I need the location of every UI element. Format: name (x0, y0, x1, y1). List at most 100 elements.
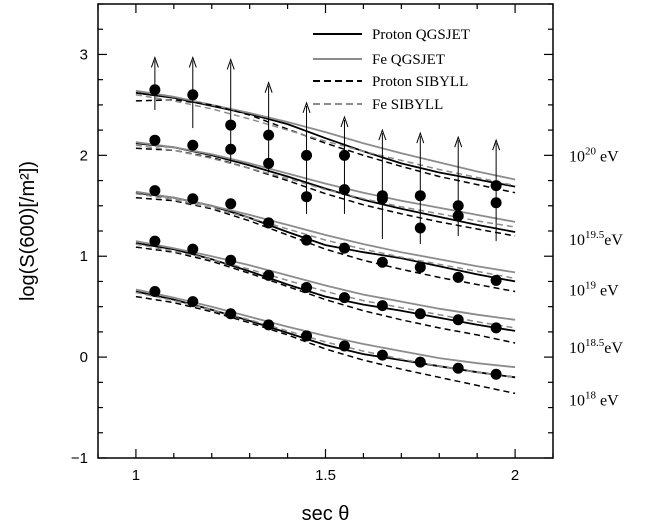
energy-unit: eV (596, 283, 619, 300)
x-axis-title: sec θ (302, 503, 350, 525)
data-point (301, 281, 313, 293)
x-tick-label: 1 (132, 467, 140, 484)
line-fe-qgsjet (135, 141, 516, 223)
data-point (225, 143, 237, 155)
axis-ticks (97, 3, 554, 459)
data-point (452, 362, 464, 374)
data-point (225, 198, 237, 210)
data-point (301, 330, 313, 342)
y-tick-label: 0 (80, 349, 88, 366)
line-proton-sibyll (135, 246, 516, 344)
model-lines (135, 89, 516, 395)
data-point (338, 184, 350, 196)
data-point (414, 261, 426, 273)
data-point (225, 254, 237, 266)
data-point (338, 242, 350, 254)
upper-limit-arrowhead (188, 55, 197, 68)
energy-exponent: 20 (585, 145, 597, 157)
data-point (490, 368, 502, 380)
data-point (490, 274, 502, 286)
data-point (376, 256, 388, 268)
y-tick-label: 2 (80, 147, 88, 164)
energy-unit: eV (604, 232, 623, 249)
upper-limit-arrowhead (416, 131, 425, 144)
data-point (187, 139, 199, 151)
x-tick-label: 1.5 (315, 467, 336, 484)
data-point (338, 292, 350, 304)
energy-base: 10 (569, 148, 585, 165)
data-point (225, 119, 237, 131)
data-point (452, 271, 464, 283)
line-fe-sibyll (135, 243, 516, 329)
upper-limit-arrowhead (302, 101, 311, 114)
legend-label-proton-sibyll: Proton SIBYLL (372, 74, 468, 90)
data-point (414, 190, 426, 202)
y-tick-label: 3 (80, 46, 88, 63)
data-point (414, 356, 426, 368)
data-point (187, 89, 199, 101)
line-proton-sibyll (135, 295, 516, 395)
data-point (149, 134, 161, 146)
data-point (376, 349, 388, 361)
data-point (149, 185, 161, 197)
plot-frame (97, 3, 554, 459)
energy-unit: eV (596, 148, 619, 165)
data-point (187, 296, 199, 308)
energy-base: 10 (569, 232, 585, 249)
legend: Proton QGSJET Fe QGSJET Proton SIBYLL Fe… (313, 27, 470, 113)
line-proton-sibyll (135, 99, 516, 194)
x-tick-label: 2 (511, 467, 519, 484)
line-fe-sibyll (135, 94, 516, 187)
data-point (225, 308, 237, 320)
energy-base: 10 (569, 340, 585, 357)
line-fe-sibyll (135, 291, 516, 379)
tick-labels: 1 1.5 2 −1 0 1 2 3 (71, 46, 519, 484)
energy-exponent: 18.5 (585, 337, 605, 349)
energy-label: 1019 eV (569, 280, 619, 300)
legend-label-proton-qgsjet: Proton QGSJET (372, 27, 470, 43)
energy-base: 10 (569, 283, 585, 300)
data-point (263, 217, 275, 229)
data-point (452, 200, 464, 212)
upper-limit-arrowhead (150, 55, 159, 68)
data-point (263, 129, 275, 141)
data-point (149, 84, 161, 96)
energy-exponent: 18 (585, 389, 597, 401)
data-point (149, 286, 161, 298)
energy-exponent: 19 (585, 280, 597, 292)
energy-unit: eV (604, 340, 623, 357)
data-point (414, 308, 426, 320)
line-proton-sibyll (135, 196, 516, 293)
legend-label-fe-sibyll: Fe SIBYLL (372, 97, 443, 113)
energy-label: 1020 eV (569, 145, 619, 165)
upper-limit-arrowhead (264, 81, 273, 93)
energy-label: 1019.5eV (569, 229, 623, 249)
energy-label: 1018 eV (569, 389, 619, 409)
data-point (376, 190, 388, 202)
data-point (187, 243, 199, 255)
line-fe-qgsjet (135, 240, 516, 321)
energy-unit: eV (596, 392, 619, 409)
energy-base: 10 (569, 392, 585, 409)
y-axis-title: log(S(600)[/m²]) (17, 161, 39, 301)
data-point (338, 340, 350, 352)
y-tick-label: −1 (71, 450, 88, 467)
data-point (490, 180, 502, 192)
upper-limit-arrowhead (226, 57, 235, 70)
data-point (263, 157, 275, 169)
upper-limit-arrowhead (454, 135, 463, 148)
line-fe-qgsjet (135, 288, 516, 369)
data-point (414, 222, 426, 234)
data-point (149, 235, 161, 247)
data-point (452, 314, 464, 326)
upper-limit-arrowhead (492, 138, 501, 151)
data-point (376, 300, 388, 312)
data-point (490, 197, 502, 209)
line-fe-sibyll (135, 144, 516, 228)
upper-limit-arrowhead (378, 128, 387, 141)
line-fe-qgsjet (135, 190, 516, 274)
data-point (301, 149, 313, 161)
upper-limit-arrowhead (340, 115, 349, 128)
